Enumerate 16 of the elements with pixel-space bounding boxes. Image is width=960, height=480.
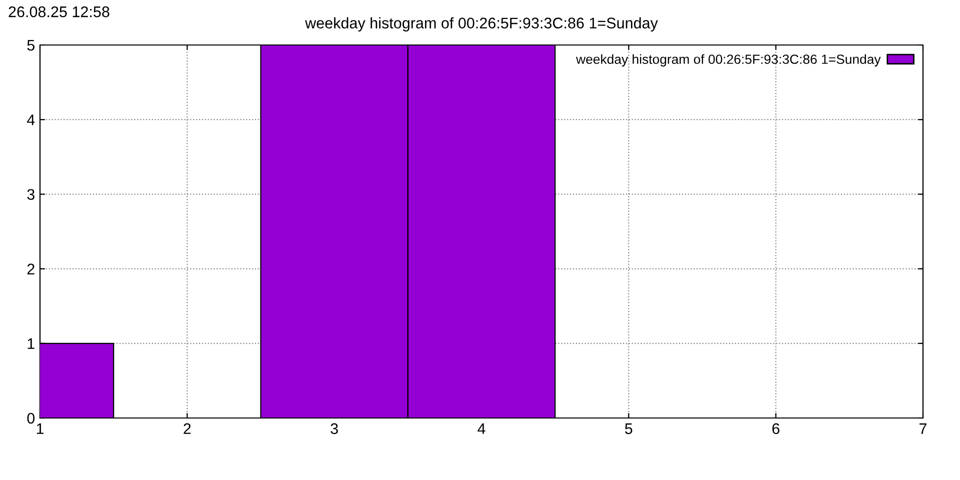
x-tick-label: 6 [772, 423, 780, 434]
x-tick-label: 7 [920, 423, 926, 434]
y-tick-label: 3 [27, 189, 34, 200]
y-tick-label: 1 [28, 338, 34, 349]
y-tick-label: 2 [27, 264, 34, 274]
y-tick-label: 5 [27, 40, 34, 51]
x-tick-label: 5 [625, 423, 632, 434]
x-tick-label: 4 [478, 423, 486, 434]
x-tick-label: 2 [184, 423, 191, 434]
chart-title: weekday histogram of 00:26:5F:93:3C:86 1=Sunday [305, 17, 658, 32]
y-tick-label: 4 [26, 114, 35, 126]
x-tick-label: 3 [330, 423, 338, 434]
y-tick-label: 0 [27, 412, 35, 424]
text: 26.08.25 12:58 [8, 6, 110, 18]
x-tick-label: 1 [36, 423, 44, 434]
legend-label: weekday histogram of 00:26:5F:93:3C:86 1=Sunday [576, 54, 881, 67]
